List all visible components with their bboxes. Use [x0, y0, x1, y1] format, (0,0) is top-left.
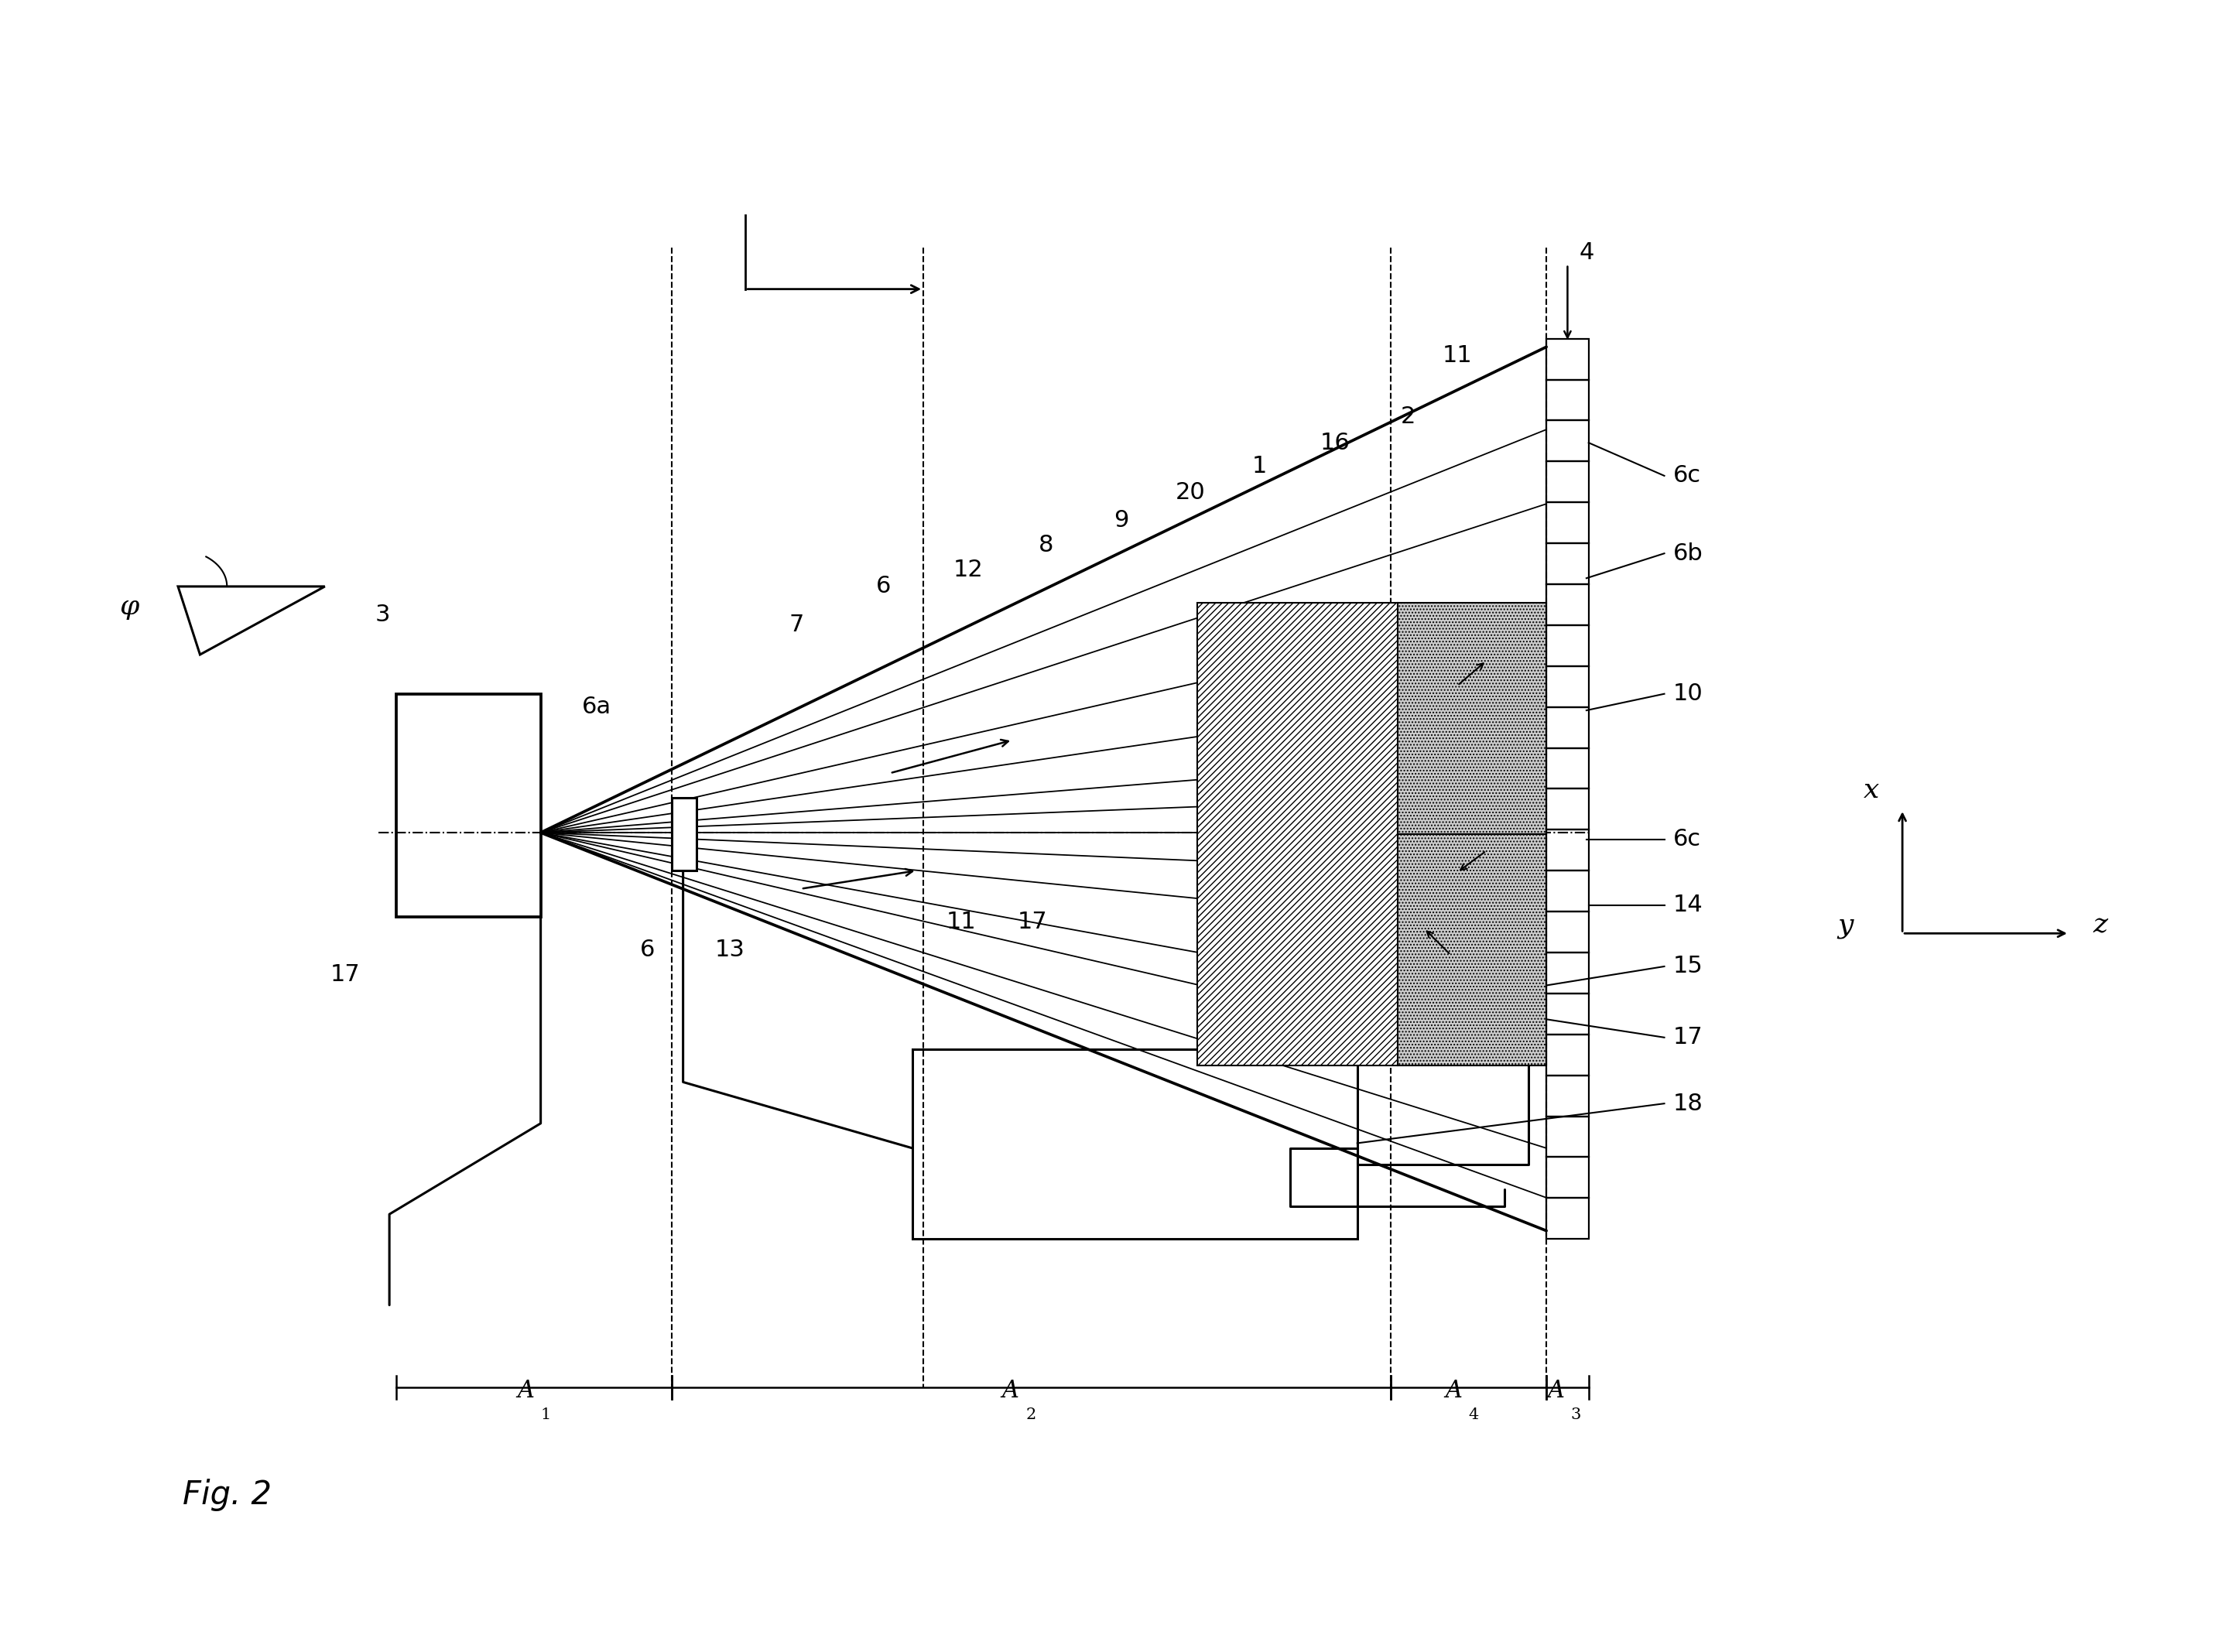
Bar — [396, 694, 541, 917]
Bar — [1546, 748, 1589, 790]
Text: φ: φ — [120, 593, 138, 620]
Text: 6c: 6c — [1673, 464, 1702, 487]
Bar — [1546, 707, 1589, 748]
Text: 6: 6 — [877, 575, 890, 598]
Text: A: A — [1546, 1379, 1564, 1403]
Text: 14: 14 — [1673, 894, 1702, 917]
Text: 6: 6 — [641, 938, 654, 961]
Text: y: y — [1838, 912, 1853, 938]
Text: A: A — [516, 1379, 534, 1403]
Text: z: z — [2094, 912, 2107, 938]
Bar — [1546, 666, 1589, 707]
Bar — [1546, 788, 1589, 829]
Bar — [1546, 585, 1589, 624]
Text: 8: 8 — [1039, 534, 1052, 557]
Text: 6a: 6a — [581, 695, 612, 719]
Text: x: x — [1862, 776, 1880, 803]
Text: Fig. 2: Fig. 2 — [182, 1479, 271, 1512]
Text: 10: 10 — [1673, 682, 1702, 705]
Bar — [912, 1049, 1357, 1239]
Text: 4: 4 — [1580, 241, 1593, 264]
Text: 9: 9 — [1115, 509, 1128, 532]
Bar — [1546, 502, 1589, 544]
Text: 15: 15 — [1673, 955, 1702, 978]
Bar — [1504, 952, 1529, 1024]
Text: 13: 13 — [714, 938, 745, 961]
Bar — [1546, 1198, 1589, 1239]
Bar — [1397, 834, 1546, 1066]
Text: 2: 2 — [1026, 1408, 1037, 1422]
Bar — [1546, 544, 1589, 585]
Bar — [1197, 603, 1397, 1066]
Bar — [1546, 953, 1589, 993]
Text: 11: 11 — [946, 910, 977, 933]
Text: A: A — [1444, 1379, 1462, 1403]
Bar — [1546, 421, 1589, 461]
Bar — [1546, 1034, 1589, 1075]
Text: 1: 1 — [541, 1408, 552, 1422]
Bar — [1546, 461, 1589, 502]
Text: 2: 2 — [1402, 405, 1415, 428]
Text: 16: 16 — [1319, 431, 1351, 454]
Bar — [1546, 1075, 1589, 1117]
Text: 17: 17 — [329, 963, 360, 986]
Bar — [1546, 339, 1589, 380]
Text: 6c: 6c — [1673, 828, 1702, 851]
Text: 7: 7 — [790, 613, 803, 636]
Text: 17: 17 — [1673, 1026, 1702, 1049]
Text: 18: 18 — [1673, 1092, 1704, 1115]
Text: 3: 3 — [1571, 1408, 1582, 1422]
Text: 17: 17 — [1017, 910, 1048, 933]
Bar — [1546, 1117, 1589, 1156]
Text: 3: 3 — [376, 603, 389, 626]
Bar — [1546, 380, 1589, 421]
Text: A: A — [1001, 1379, 1019, 1403]
Text: 12: 12 — [952, 558, 983, 582]
Bar — [1546, 1156, 1589, 1198]
Bar — [1397, 603, 1546, 834]
Bar — [1546, 624, 1589, 666]
Bar — [1546, 829, 1589, 871]
Text: 20: 20 — [1175, 481, 1206, 504]
Bar — [1546, 871, 1589, 912]
Text: 1: 1 — [1253, 454, 1266, 477]
Text: 4: 4 — [1468, 1408, 1480, 1422]
Bar — [1546, 993, 1589, 1034]
Bar — [672, 798, 696, 871]
Text: 6b: 6b — [1673, 542, 1702, 565]
Bar — [1546, 912, 1589, 953]
Text: 11: 11 — [1442, 344, 1473, 367]
